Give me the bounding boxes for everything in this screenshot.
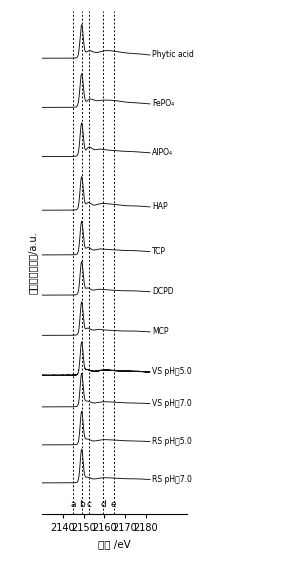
Y-axis label: 归一化的吸光度/a.u.: 归一化的吸光度/a.u.	[28, 232, 38, 294]
Text: VS pH～5.0: VS pH～5.0	[152, 367, 192, 376]
Text: c: c	[86, 500, 92, 509]
Text: RS pH～5.0: RS pH～5.0	[152, 437, 192, 446]
Text: MCP: MCP	[152, 327, 169, 336]
X-axis label: 能量 /eV: 能量 /eV	[98, 539, 131, 549]
Text: RS pH～7.0: RS pH～7.0	[152, 475, 192, 484]
Text: Phytic acid: Phytic acid	[152, 50, 194, 59]
Text: HAP: HAP	[152, 202, 168, 211]
Text: e: e	[111, 500, 117, 509]
Text: DCPD: DCPD	[152, 287, 174, 296]
Text: TCP: TCP	[152, 247, 166, 256]
Text: AlPO₄: AlPO₄	[152, 148, 173, 157]
Text: d: d	[101, 500, 106, 509]
Text: FePO₄: FePO₄	[152, 99, 174, 108]
Text: VS pH～7.0: VS pH～7.0	[152, 399, 192, 408]
Text: a: a	[71, 500, 76, 509]
Text: b: b	[79, 500, 85, 509]
